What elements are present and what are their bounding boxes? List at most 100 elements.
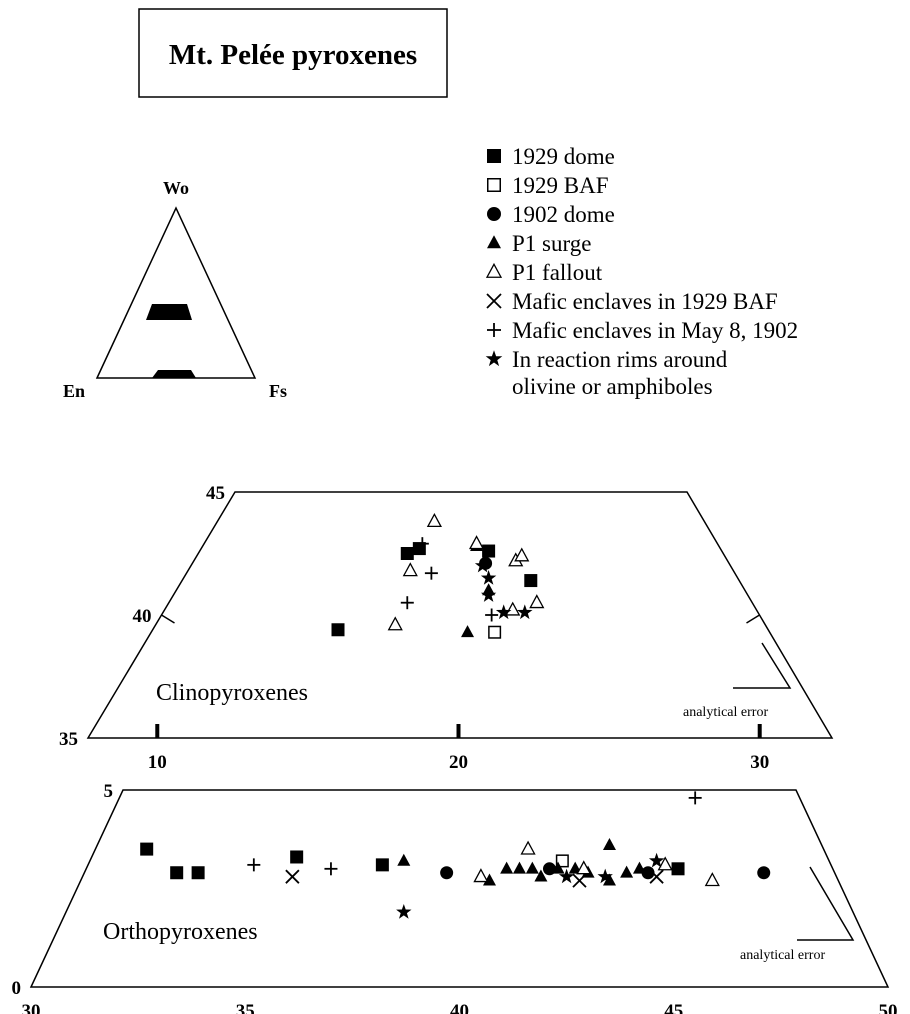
title-frame [138, 8, 448, 98]
cpx-point [480, 570, 497, 585]
legend-label: 1902 dome [512, 202, 615, 227]
star-icon [558, 868, 575, 884]
cross-x-icon [572, 873, 587, 888]
opx-x-tick-label: 45 [664, 1001, 683, 1014]
filled-triangle-icon [482, 873, 496, 886]
filled-triangle-icon [632, 861, 646, 874]
opx-error-bar [797, 866, 855, 941]
opx-x-tick-label: 50 [879, 1001, 898, 1014]
cpx-frame [86, 491, 834, 739]
filled-circle-icon [487, 207, 501, 221]
cpx-point [387, 616, 403, 631]
ternary-label-fs: Fs [269, 381, 287, 401]
cpx-ticks: 10 20 30 35 40 45 [59, 483, 769, 773]
cpx-point [488, 625, 502, 639]
opx-data-points [140, 791, 771, 919]
opx-point [558, 868, 575, 884]
ternary-orthopyroxene-field [152, 370, 196, 378]
cpx-point [424, 566, 438, 580]
cross-x-icon [486, 293, 502, 309]
open-triangle-icon [520, 840, 536, 855]
filled-square-icon [140, 842, 154, 856]
legend-label: Mafic enclaves in 1929 BAF [512, 289, 778, 314]
opx-point [551, 861, 565, 874]
legend-label: P1 surge [512, 231, 591, 256]
cpx-point [505, 601, 521, 616]
cpx-point [468, 535, 485, 550]
opx-point [140, 842, 154, 856]
open-square-icon [555, 854, 569, 868]
open-triangle-icon [529, 594, 545, 609]
opx-point [671, 862, 685, 876]
filled-square-icon [400, 547, 414, 560]
filled-square-icon [375, 858, 389, 872]
cpx-point [514, 547, 530, 562]
filled-square-icon [170, 866, 184, 880]
cpx-x-tick-label: 10 [148, 752, 167, 773]
ternary-triangle [95, 206, 257, 379]
opx-panel-label: Orthopyroxenes [103, 919, 258, 945]
open-square-icon [487, 178, 501, 192]
cpx-y-tick-label: 45 [206, 483, 225, 504]
cpx-y-tick [161, 614, 175, 624]
plus-icon [487, 323, 501, 337]
star-icon [648, 852, 665, 868]
opx-point [757, 866, 771, 880]
opx-point [602, 873, 616, 886]
opx-point [648, 852, 665, 868]
cpx-x-tick-label: 30 [750, 752, 769, 773]
cross-x-icon [649, 869, 664, 884]
opx-point [500, 861, 514, 874]
legend-item: 1929 BAF [487, 173, 609, 198]
cpx-point [529, 594, 545, 609]
cpx-y-tick-label: 40 [133, 606, 152, 627]
filled-triangle-icon [487, 235, 501, 249]
legend-item: Mafic enclaves in May 8, 1902 [487, 318, 798, 343]
cpx-point [524, 574, 538, 588]
clinopyroxene-panel: 10 20 30 35 40 45 Clinopyroxenes analytical e… [59, 483, 834, 773]
filled-triangle-icon [602, 838, 616, 851]
opx-point [572, 873, 587, 888]
open-triangle-icon [468, 535, 485, 550]
opx-point [473, 868, 489, 883]
cpx-point [402, 562, 418, 577]
open-triangle-icon [485, 262, 503, 278]
legend-item: P1 fallout [485, 260, 603, 285]
filled-triangle-icon [602, 873, 616, 886]
star-icon [480, 587, 497, 602]
legend-item: 1902 dome [487, 202, 615, 227]
legend-label: 1929 BAF [512, 173, 609, 198]
opx-point [657, 856, 673, 871]
cpx-point [331, 623, 345, 637]
filled-triangle-icon [534, 869, 548, 882]
filled-circle-icon [757, 866, 771, 880]
filled-square-icon [487, 149, 501, 163]
legend: 1929 dome 1929 BAF 1902 dome P1 surge P1 fal… [485, 144, 798, 399]
cpx-panel-label: Clinopyroxenes [156, 680, 308, 706]
opx-y-tick-label: 0 [12, 978, 22, 999]
cpx-y-tick-label: 35 [59, 729, 78, 750]
opx-point [396, 904, 412, 919]
open-triangle-icon [657, 856, 673, 871]
opx-point [534, 869, 548, 882]
ternary-label-en: En [63, 381, 85, 401]
opx-error-label: analytical error [740, 948, 825, 963]
star-icon [485, 350, 503, 367]
opx-point [375, 858, 389, 872]
opx-point [170, 866, 184, 880]
filled-circle-icon [641, 866, 655, 880]
opx-point [649, 869, 664, 884]
filled-triangle-icon [620, 865, 634, 878]
cpx-error-bar-lines [733, 642, 792, 689]
opx-point [704, 872, 720, 887]
opx-x-tick-label: 40 [450, 1001, 469, 1014]
opx-point [247, 858, 261, 872]
legend-item: P1 surge [487, 231, 591, 256]
cpx-point [485, 608, 499, 622]
open-triangle-icon [473, 868, 489, 883]
open-triangle-icon [514, 547, 530, 562]
open-triangle-icon [485, 262, 503, 278]
legend-label: Mafic enclaves in May 8, 1902 [512, 318, 798, 343]
